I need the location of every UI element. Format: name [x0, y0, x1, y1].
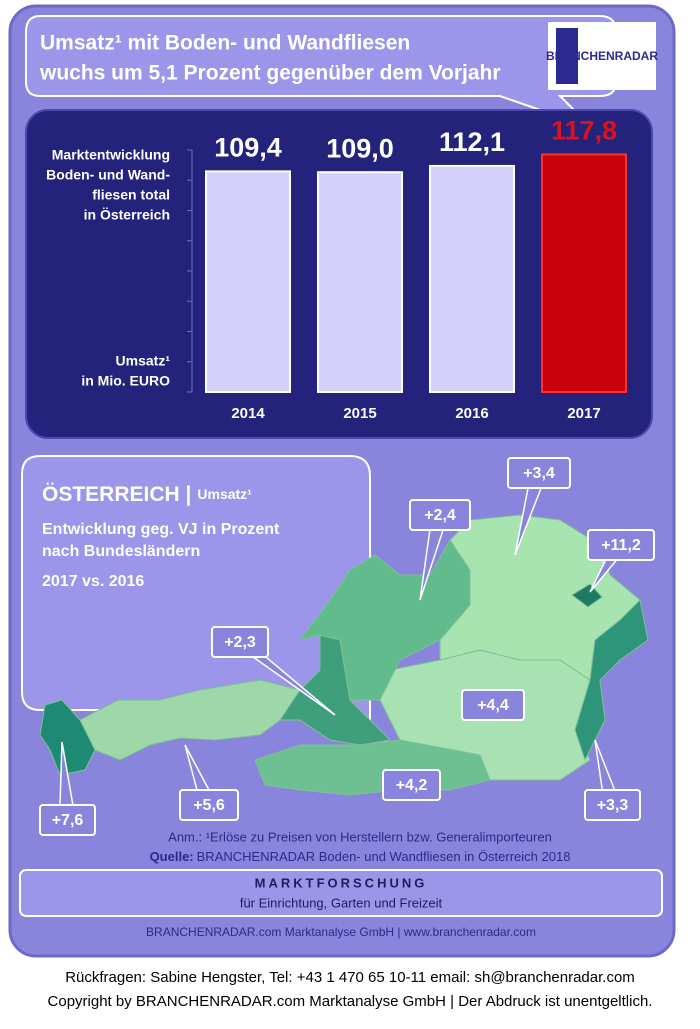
- x-tick-label: 2016: [455, 405, 488, 422]
- banner-title: MARKTFORSCHUNG: [255, 875, 428, 890]
- region: [39, 699, 96, 776]
- title: Umsatz¹ mit Boden- und Wandfliesen: [40, 32, 410, 55]
- chart-title: fliesen total: [92, 187, 170, 203]
- copyright: Copyright by BRANCHENRADAR.com Marktanal…: [48, 993, 653, 1010]
- region: [571, 583, 603, 608]
- logo-mark: [556, 28, 578, 84]
- callout-box: [179, 789, 239, 821]
- region-label: +4,4: [477, 697, 509, 714]
- callout-box: [587, 529, 655, 561]
- region-label: +7,6: [52, 812, 84, 829]
- region: [79, 679, 301, 761]
- x-tick-label: 2017: [567, 405, 600, 422]
- bar: [205, 170, 291, 393]
- callout-box: [382, 769, 441, 801]
- value-label: 109,4: [214, 133, 282, 163]
- source: Quelle: BRANCHENRADAR Boden- und Wandflie…: [150, 849, 571, 864]
- value-label: 112,1: [439, 127, 505, 157]
- value-label: 109,0: [326, 133, 394, 163]
- region-label: +4,2: [396, 777, 428, 794]
- bar: [429, 164, 515, 393]
- region-label: +11,2: [601, 537, 641, 554]
- callout-box: [39, 804, 96, 836]
- callout-box: [461, 689, 525, 721]
- chart-title: Marktentwicklung: [52, 147, 170, 163]
- callout-box: [507, 457, 571, 489]
- map-subtitle: nach Bundesländern: [42, 543, 200, 560]
- logo: BRANCHENRADAR: [546, 49, 658, 63]
- contact: Rückfragen: Sabine Hengster, Tel: +43 1 …: [65, 969, 635, 986]
- callout-box: [409, 499, 471, 531]
- y-label: in Mio. EURO: [81, 373, 170, 389]
- region-label: +3,4: [523, 465, 555, 482]
- x-tick-label: 2015: [343, 405, 376, 422]
- region-label: +2,3: [224, 634, 256, 651]
- company: BRANCHENRADAR.com Marktanalyse GmbH | ww…: [146, 925, 536, 939]
- x-tick-label: 2014: [231, 405, 265, 422]
- region: [279, 634, 392, 746]
- annotation: Anm.: ¹Erlöse zu Preisen von Herstellern…: [168, 829, 552, 844]
- bar: [541, 153, 627, 393]
- map-title: ÖSTERREICH | Umsatz¹: [42, 483, 252, 506]
- banner: [19, 869, 663, 917]
- region: [574, 598, 649, 762]
- y-label: Umsatz¹: [116, 353, 171, 369]
- title: wuchs um 5,1 Prozent gegenüber dem Vorja…: [39, 62, 501, 85]
- region-label: +5,6: [193, 797, 225, 814]
- map: [39, 514, 649, 796]
- chart-title: Boden- und Wand-: [46, 167, 170, 183]
- region-label: +3,3: [597, 797, 629, 814]
- value-label: 117,8: [551, 116, 617, 146]
- region-label: +2,4: [424, 507, 456, 524]
- banner-subtitle: für Einrichtung, Garten und Freizeit: [240, 895, 443, 910]
- callout-box: [211, 626, 269, 658]
- callout-box: [584, 789, 641, 821]
- map-subtitle: Entwicklung geg. VJ in Prozent: [42, 521, 280, 538]
- bar: [317, 171, 403, 393]
- chart-title: in Österreich: [84, 207, 170, 223]
- map-comparison: 2017 vs. 2016: [42, 573, 144, 590]
